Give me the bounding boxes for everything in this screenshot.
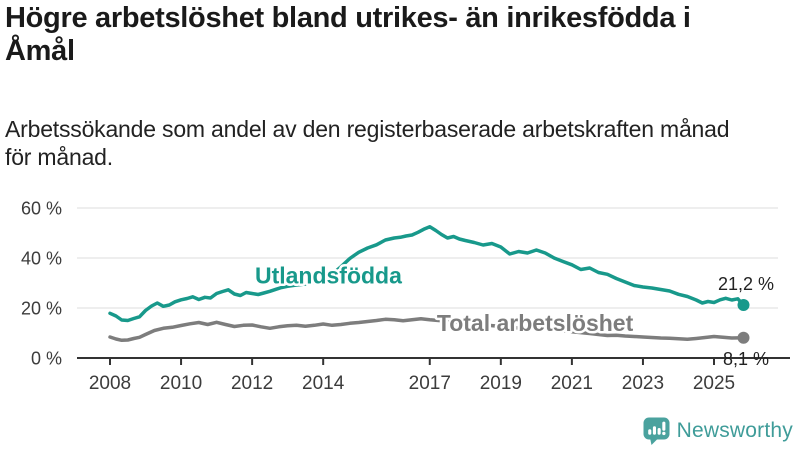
x-tick-label: 2008	[89, 373, 131, 394]
series-end-dot	[737, 299, 750, 311]
x-tick-label: 2010	[160, 373, 202, 394]
newsworthy-logo: Newsworthy	[643, 417, 793, 445]
series-label-total-arbetsl-shet: Total arbetslöshet	[437, 310, 634, 336]
x-tick-label: 2023	[622, 373, 664, 394]
newsworthy-logo-text: Newsworthy	[676, 419, 793, 442]
newsworthy-speech-bubble-icon	[643, 417, 670, 445]
x-tick-label: 2012	[231, 373, 273, 394]
y-tick-label: 40 %	[21, 249, 62, 269]
y-tick-label: 20 %	[21, 299, 62, 319]
page-title: Högre arbetslöshet bland utrikes- än inr…	[5, 2, 691, 67]
series-line-utlandsf-dda	[108, 225, 746, 323]
unemployment-line-chart-canvas: 2008 2010 2012 2014 2017 2019 2021 2023 2025 0 % 2…	[21, 199, 790, 394]
x-tick-label: 2014	[302, 373, 345, 394]
series-line-total-arbetsl-shet	[108, 317, 746, 343]
series-end-value-label: 21,2 %	[718, 274, 774, 294]
x-tick-label: 2019	[480, 373, 522, 394]
chart-subtitle: Arbetssökande som andel av den registerb…	[5, 116, 730, 170]
line-chart: 2008 2010 2012 2014 2017 2019 2021 2023 2025 0 % 2…	[0, 190, 800, 405]
y-tick-label: 0 %	[31, 349, 62, 369]
series-end-value-label: 8,1 %	[723, 349, 769, 369]
x-tick-label: 2021	[551, 373, 593, 394]
series-end-dot	[737, 331, 750, 344]
x-tick-label: 2017	[409, 373, 451, 394]
series-label-utlandsf-dda: Utlandsfödda	[255, 263, 402, 289]
x-tick-label: 2025	[693, 373, 735, 394]
y-tick-label: 60 %	[21, 199, 62, 219]
